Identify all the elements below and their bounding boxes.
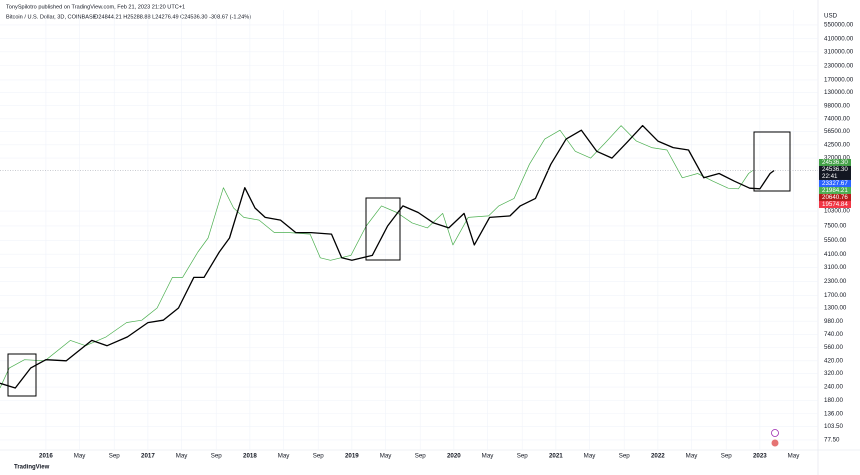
x-tick-label: May	[788, 453, 801, 460]
price-tag-label: 20640.76	[822, 194, 848, 201]
x-tick-label: Sep	[415, 453, 427, 460]
y-tick-label: 1700.00	[824, 292, 847, 299]
price-tag	[819, 165, 851, 180]
price-tag-label: 24536.30	[822, 166, 848, 173]
price-tag	[819, 186, 851, 194]
y-tick-label: 4100.00	[824, 251, 847, 258]
x-tick-label: May	[74, 453, 87, 460]
y-tick-label: 130000.00	[824, 89, 854, 96]
x-tick-label: May	[584, 453, 597, 460]
y-tick-label: 740.00	[824, 331, 843, 338]
price-line	[0, 124, 775, 389]
y-tick-label: 74000.00	[824, 115, 850, 122]
x-tick-label: May	[278, 453, 291, 460]
x-tick-label: Sep	[721, 453, 733, 460]
x-tick-label: 2022	[651, 453, 665, 460]
y-tick-label: 77.50	[824, 437, 840, 444]
y-tick-label: 560.00	[824, 344, 843, 351]
price-tag	[819, 179, 851, 187]
y-tick-label: 170000.00	[824, 77, 854, 84]
y-tick-label: 10300.00	[824, 208, 850, 215]
y-tick-label: 42500.00	[824, 141, 850, 148]
event-icon[interactable]	[771, 429, 779, 437]
x-tick-label: Sep	[619, 453, 631, 460]
price-tag-label: 21984.21	[822, 187, 848, 194]
x-tick-label: Sep	[517, 453, 529, 460]
symbol: Bitcoin / U.S. Dollar, 3D, COINBASE	[6, 14, 97, 20]
event-icon[interactable]	[771, 439, 779, 447]
x-tick-label: Sep	[109, 453, 121, 460]
x-tick-label: Sep	[211, 453, 223, 460]
y-tick-label: 240.00	[824, 384, 843, 391]
x-tick-label: 2023	[753, 453, 767, 460]
y-tick-label: 136.00	[824, 410, 843, 417]
x-tick-label: 2016	[39, 453, 53, 460]
x-tick-label: 2021	[549, 453, 563, 460]
price-line	[0, 125, 753, 389]
y-tick-label: 98000.00	[824, 102, 850, 109]
y-tick-label: 420.00	[824, 357, 843, 364]
y-tick-label: 7500.00	[824, 223, 847, 230]
publisher: TonySpilotro published on TradingView.co…	[6, 4, 185, 10]
footer-logo: TradingView	[14, 465, 50, 471]
ohlc: O24844.21 H25288.88 L24276.49 C24536.30 …	[94, 14, 251, 20]
price-tag-countdown: 22:41	[822, 173, 838, 180]
x-tick-label: 2018	[243, 453, 257, 460]
x-tick-label: May	[380, 453, 393, 460]
price-tag-label: 19574.84	[822, 201, 848, 208]
x-tick-label: May	[176, 453, 189, 460]
y-tick-label: 2300.00	[824, 278, 847, 285]
axis-unit: USD	[824, 13, 838, 20]
highlight-box	[753, 131, 791, 192]
highlight-box	[365, 197, 401, 261]
highlight-box	[7, 353, 37, 397]
x-tick-label: Sep	[313, 453, 325, 460]
price-tag	[819, 193, 851, 201]
x-tick-label: May	[686, 453, 699, 460]
y-tick-label: 103.50	[824, 423, 843, 430]
y-tick-label: 310000.00	[824, 48, 854, 55]
price-tag-label: 23327.67	[822, 180, 848, 187]
y-tick-label: 32000.00	[824, 155, 850, 162]
x-tick-label: 2020	[447, 453, 461, 460]
y-tick-label: 1300.00	[824, 305, 847, 312]
y-tick-label: 550000.00	[824, 22, 854, 29]
price-tag-label: 24536.30	[822, 159, 848, 166]
x-tick-label: 2017	[141, 453, 155, 460]
y-tick-label: 3100.00	[824, 264, 847, 271]
y-tick-label: 410000.00	[824, 35, 854, 42]
y-tick-label: 56500.00	[824, 128, 850, 135]
x-tick-label: May	[482, 453, 495, 460]
price-tag	[819, 158, 851, 166]
price-tag	[819, 200, 851, 208]
y-tick-label: 980.00	[824, 318, 843, 325]
y-tick-label: 180.00	[824, 397, 843, 404]
x-tick-label: 2019	[345, 453, 359, 460]
y-tick-label: 230000.00	[824, 62, 854, 69]
y-tick-label: 5500.00	[824, 237, 847, 244]
y-tick-label: 320.00	[824, 370, 843, 377]
